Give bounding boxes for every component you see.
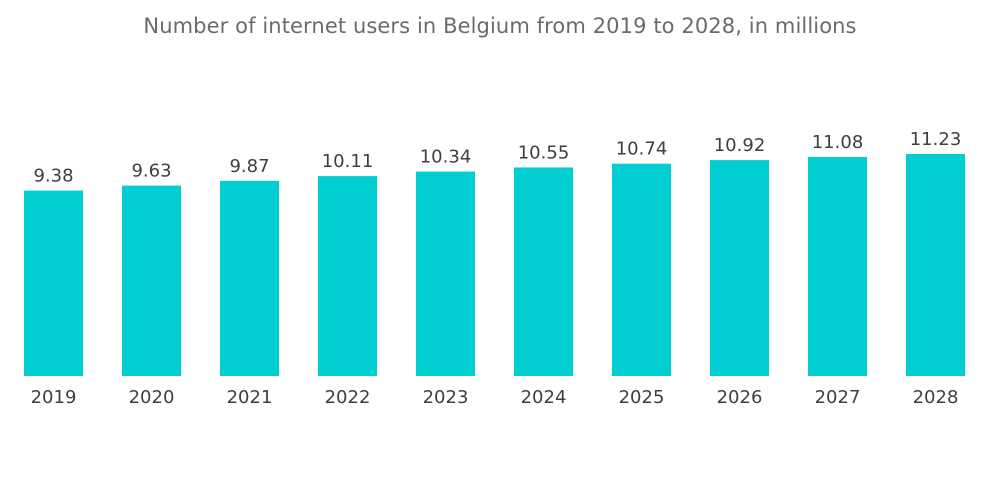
value-label-2021: 9.87 [229, 156, 269, 177]
bar-2026 [710, 160, 769, 376]
x-tick-label-2019: 2019 [31, 387, 77, 408]
bars-group [24, 154, 965, 376]
x-tick-label-2021: 2021 [227, 387, 273, 408]
bar-2019 [24, 190, 83, 376]
bar-2028 [906, 154, 965, 376]
x-tick-label-2026: 2026 [717, 387, 763, 408]
x-tick-label-2024: 2024 [521, 387, 567, 408]
value-label-2019: 9.38 [33, 166, 73, 187]
bar-2020 [122, 185, 181, 376]
x-tick-label-2028: 2028 [913, 387, 959, 408]
value-label-2020: 9.63 [131, 161, 171, 182]
value-label-2023: 10.34 [420, 147, 472, 168]
chart-title: Number of internet users in Belgium from… [143, 14, 857, 38]
value-label-2025: 10.74 [616, 139, 668, 160]
x-tick-label-2023: 2023 [423, 387, 469, 408]
x-axis-tick-labels: 2019 2020 2021 2022 2023 2024 2025 2026 2027 2028 [31, 387, 959, 408]
x-tick-label-2027: 2027 [815, 387, 861, 408]
value-label-2026: 10.92 [714, 135, 766, 156]
value-label-2022: 10.11 [322, 151, 374, 172]
bar-2027 [808, 156, 867, 376]
bar-2021 [220, 180, 279, 376]
bar-2022 [318, 176, 377, 376]
value-label-2028: 11.23 [910, 129, 962, 150]
value-labels-group: 9.38 9.63 9.87 10.11 10.34 10.55 10.74 10.92 11.… [33, 129, 961, 187]
bar-2024 [514, 167, 573, 376]
value-label-2027: 11.08 [812, 132, 864, 153]
bar-2023 [416, 171, 475, 376]
x-tick-label-2025: 2025 [619, 387, 665, 408]
bar-2025 [612, 163, 671, 376]
x-tick-label-2020: 2020 [129, 387, 175, 408]
x-tick-label-2022: 2022 [325, 387, 371, 408]
value-label-2024: 10.55 [518, 142, 570, 163]
